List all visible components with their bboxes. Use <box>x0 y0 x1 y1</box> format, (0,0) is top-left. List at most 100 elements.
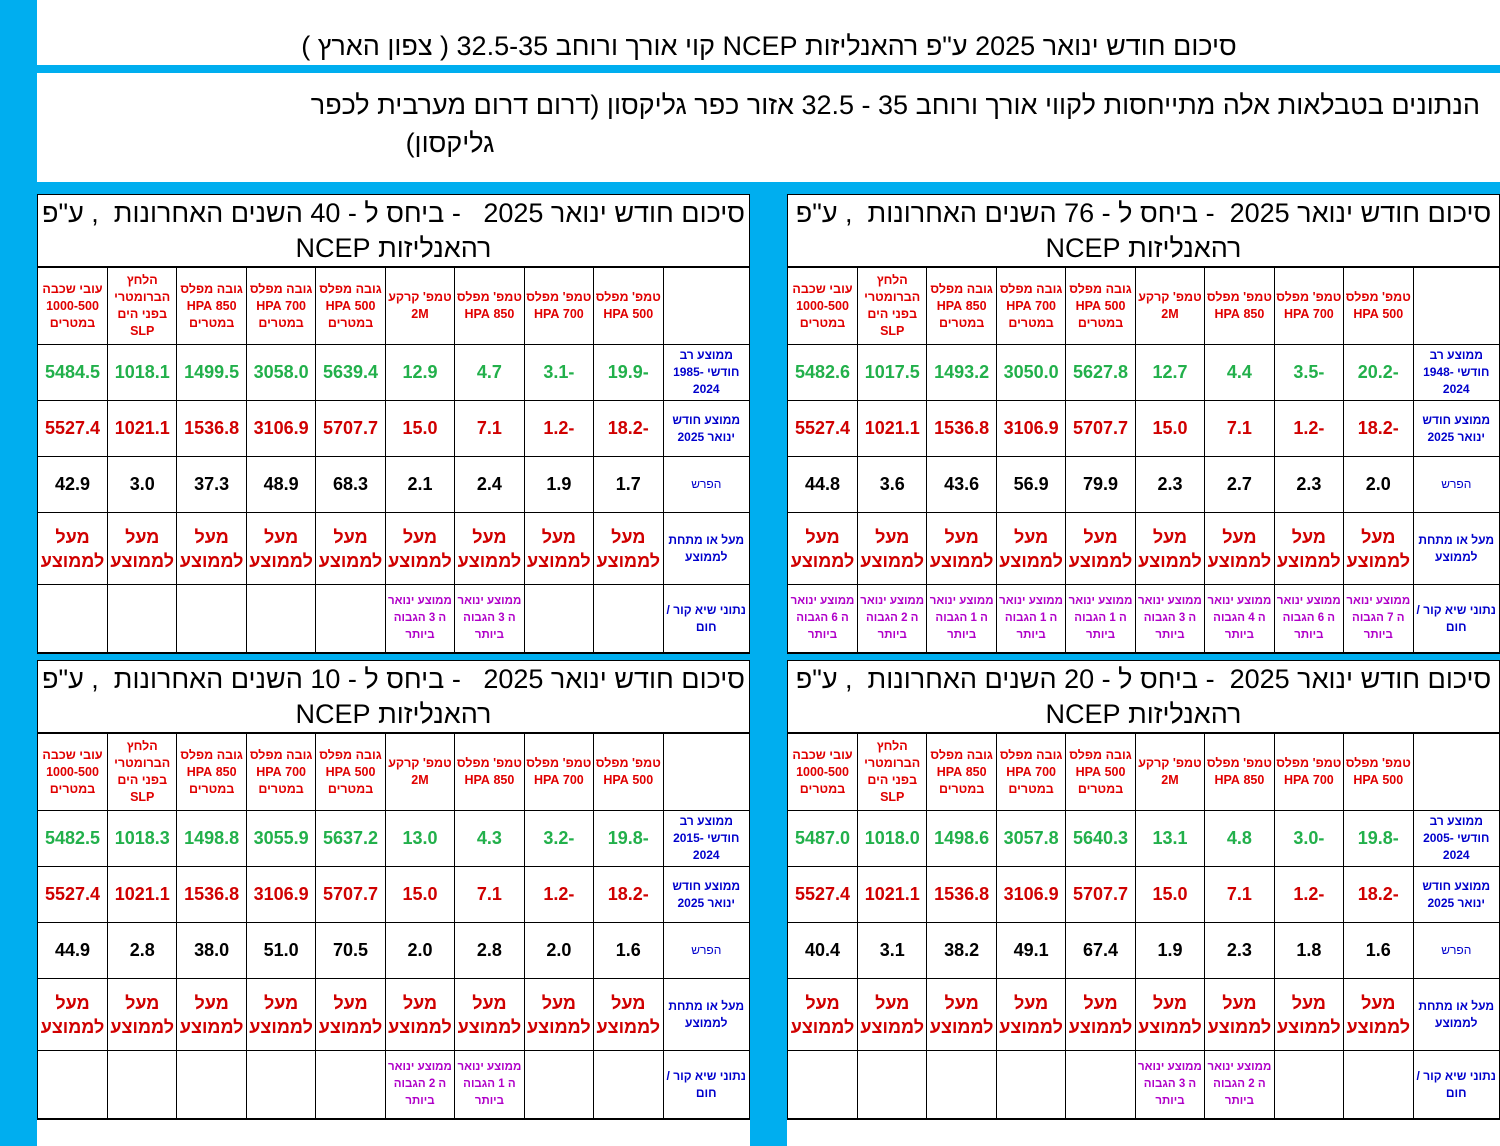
cell: 1017.5 <box>856 344 928 401</box>
row-label: נתוני שיא קור / חום <box>662 584 749 653</box>
cell <box>38 584 108 653</box>
cell: 4.7 <box>454 344 525 401</box>
cell: 40.4 <box>788 922 858 979</box>
cell: מעל לממוצע <box>1343 512 1414 585</box>
cell: 1.8 <box>1273 922 1345 979</box>
cell <box>315 1050 386 1119</box>
cell: 4.3 <box>454 810 525 867</box>
cell <box>523 1050 595 1119</box>
table-row: מעל או מתחת לממוצע מעל לממוצע מעל לממוצע… <box>788 978 1499 1051</box>
panel-40-years: סיכום חודש ינואר 2025 - ביחס ל - 40 השני… <box>37 194 750 654</box>
row-label: הפרש <box>662 456 749 513</box>
col-head: גובה מפלס 850 HPA במטרים <box>176 733 247 811</box>
cell: 3058.0 <box>245 344 317 401</box>
col-head: טמפ' מפלס 500 HPA <box>1343 733 1414 811</box>
cell: 13.1 <box>1134 810 1206 867</box>
row-label: ממוצע רב חודשי 1948-2024 <box>1412 344 1499 401</box>
table-row: ממוצע חודש ינואר 2025 -18.2 -1.2 7.1 15.… <box>38 866 749 923</box>
cell: מעל לממוצע <box>1065 978 1136 1051</box>
panel-title: סיכום חודש ינואר 2025 - ביחס ל - 10 השני… <box>38 661 749 733</box>
cell: מעל לממוצע <box>245 978 317 1051</box>
cell: -19.9 <box>593 344 664 401</box>
cell: 49.1 <box>995 922 1067 979</box>
summary-table: טמפ' מפלס 500 HPA טמפ' מפלס 700 HPA טמפ'… <box>38 267 749 653</box>
row-label: הפרש <box>1412 456 1499 513</box>
cell: 1536.8 <box>926 866 997 923</box>
col-head: גובה מפלס 500 HPA במטרים <box>1065 267 1136 345</box>
panel-title: סיכום חודש ינואר 2025 - ביחס ל - 76 השני… <box>788 195 1499 267</box>
table-row: ממוצע חודש ינואר 2025 -18.2 -1.2 7.1 15.… <box>788 400 1499 457</box>
cell: -19.8 <box>593 810 664 867</box>
cell: 7.1 <box>1204 866 1275 923</box>
panel-title: סיכום חודש ינואר 2025 - ביחס ל - 20 השני… <box>788 661 1499 733</box>
cell: מעל לממוצע <box>1204 512 1275 585</box>
cell: -18.2 <box>593 400 664 457</box>
cell <box>106 1050 178 1119</box>
cell: מעל לממוצע <box>1065 512 1136 585</box>
col-head: טמפ' מפלס 500 HPA <box>593 733 664 811</box>
cell: 5527.4 <box>38 400 108 457</box>
cell: 1021.1 <box>856 866 928 923</box>
cell: -3.5 <box>1273 344 1345 401</box>
cell: 2.0 <box>1343 456 1414 513</box>
cell: מעל לממוצע <box>176 512 247 585</box>
table-row: נתוני שיא קור / חום ממוצע ינואר ה 2 הגבו… <box>788 1050 1499 1119</box>
row-label: ממוצע רב חודשי 2015-2024 <box>662 810 749 867</box>
col-head: טמפ' קרקע 2M <box>1134 733 1206 811</box>
cell: 1.9 <box>1134 922 1206 979</box>
table-row: מעל או מתחת לממוצע מעל לממוצע מעל לממוצע… <box>38 512 749 585</box>
cell: 1.7 <box>593 456 664 513</box>
cell: 1.6 <box>593 922 664 979</box>
cell: 3.0 <box>106 456 178 513</box>
cell: 5627.8 <box>1065 344 1136 401</box>
row-label: מעל או מתחת לממוצע <box>662 978 749 1051</box>
row-label: מעל או מתחת לממוצע <box>662 512 749 585</box>
cell: -1.2 <box>1273 866 1345 923</box>
col-head: עובי שכבה 1000-500 במטרים <box>788 733 858 811</box>
cell: 1018.3 <box>106 810 178 867</box>
cell: 5707.7 <box>1065 400 1136 457</box>
cell: 3.1 <box>856 922 928 979</box>
cell: 44.9 <box>38 922 108 979</box>
cell: 1021.1 <box>106 400 178 457</box>
table-row: ממוצע רב חודשי 2015-2024 -19.8 -3.2 4.3 … <box>38 810 749 867</box>
cell <box>176 1050 247 1119</box>
page-title: סיכום חודש ינואר 2025 ע"פ רהאנליזות NCEP… <box>301 31 1237 61</box>
cell: מעל לממוצע <box>1273 978 1345 1051</box>
cell: 37.3 <box>176 456 247 513</box>
cell: 1499.5 <box>176 344 247 401</box>
cell: -18.2 <box>1343 400 1414 457</box>
table-row: ממוצע חודש ינואר 2025 -18.2 -1.2 7.1 15.… <box>38 400 749 457</box>
frame-left <box>0 0 37 1146</box>
cell: 15.0 <box>384 400 456 457</box>
cell: 7.1 <box>454 400 525 457</box>
cell: מעל לממוצע <box>995 978 1067 1051</box>
col-head: הלחץ הברומטרי בפני הים SLP <box>106 733 178 811</box>
cell: מעל לממוצע <box>384 512 456 585</box>
cell: 15.0 <box>1134 866 1206 923</box>
col-head: טמפ' קרקע 2M <box>1134 267 1206 345</box>
table-row: הפרש 1.6 1.8 2.3 1.9 67.4 49.1 38.2 3.1 … <box>788 922 1499 979</box>
region-note: הנתונים בטבלאות אלה מתייחסות לקווי אורך … <box>40 86 1480 176</box>
cell: 2.0 <box>384 922 456 979</box>
cell: 7.1 <box>1204 400 1275 457</box>
col-head: גובה מפלס 850 HPA במטרים <box>926 267 997 345</box>
panel-title: סיכום חודש ינואר 2025 - ביחס ל - 40 השני… <box>38 195 749 267</box>
col-head: גובה מפלס 850 HPA במטרים <box>926 733 997 811</box>
table-row: טמפ' מפלס 500 HPA טמפ' מפלס 700 HPA טמפ'… <box>38 267 749 345</box>
cell: 12.9 <box>384 344 456 401</box>
cell: 38.0 <box>176 922 247 979</box>
col-head: הלחץ הברומטרי בפני הים SLP <box>856 267 928 345</box>
cell: ממוצע ינואר ה 2 הגבוה ביותר <box>384 1050 456 1119</box>
panel-20-years: סיכום חודש ינואר 2025 - ביחס ל - 20 השני… <box>787 660 1500 1120</box>
corner-cell <box>662 733 749 811</box>
cell: ממוצע ינואר ה 1 הגבוה ביותר <box>926 584 997 653</box>
col-head: טמפ' מפלס 850 HPA <box>454 267 525 345</box>
cell: 13.0 <box>384 810 456 867</box>
row-label: מעל או מתחת לממוצע <box>1412 978 1499 1051</box>
cell: 3055.9 <box>245 810 317 867</box>
cell <box>106 584 178 653</box>
corner-cell <box>662 267 749 345</box>
col-head: טמפ' מפלס 500 HPA <box>1343 267 1414 345</box>
cell: 2.8 <box>106 922 178 979</box>
